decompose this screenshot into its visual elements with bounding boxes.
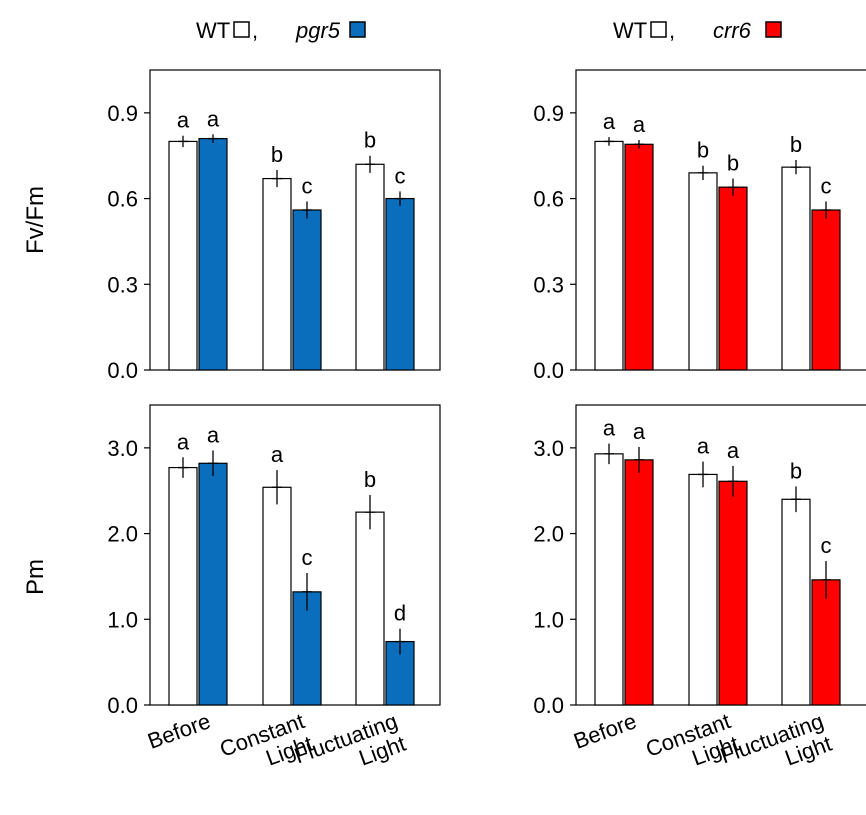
significance-letter: a	[271, 442, 284, 467]
bar-WT-1	[688, 172, 718, 371]
bar-crr6-2	[811, 209, 841, 371]
y-tick-label: 0.3	[107, 272, 138, 297]
significance-letter: b	[697, 138, 709, 163]
y-tick-label: 2.0	[107, 522, 138, 547]
bar-crr6-1	[718, 186, 748, 371]
significance-letter: a	[633, 112, 646, 137]
legend-left-wt-label: WT	[196, 18, 230, 43]
legend-right-mutant-label: crr6	[713, 18, 752, 43]
significance-letter: b	[727, 151, 739, 176]
significance-letter: a	[727, 438, 740, 463]
significance-letter: b	[790, 458, 802, 483]
bar-WT-0	[168, 140, 198, 371]
y-tick-label: 1.0	[107, 607, 138, 632]
bar-WT-2	[355, 163, 385, 371]
significance-letter: b	[790, 132, 802, 157]
bar-pgr5-2	[385, 640, 415, 706]
bar-WT-2	[781, 166, 811, 371]
bar-pgr5-2	[385, 197, 415, 371]
significance-letter: b	[364, 467, 376, 492]
bar-WT-2	[355, 511, 385, 706]
legend-left-separator: ,	[252, 18, 258, 43]
significance-letter: c	[821, 533, 832, 558]
y-tick-label: 0.0	[107, 693, 138, 718]
significance-letter: c	[821, 173, 832, 198]
x-tick-label-line: Before	[144, 708, 213, 754]
bar-WT-2	[781, 498, 811, 706]
bar-pgr5-0	[198, 137, 228, 371]
legend-left-wt-swatch	[233, 21, 250, 38]
legend-right-separator: ,	[669, 18, 675, 43]
significance-letter: b	[271, 142, 283, 167]
bar-crr6-0	[624, 143, 654, 371]
significance-letter: c	[395, 163, 406, 188]
y-tick-label: 3.0	[107, 436, 138, 461]
y-tick-label: 0.0	[533, 358, 564, 383]
chart-panel-top-left: 0.0 0.3 0.6 0.9 a b b a c c	[107, 69, 441, 383]
bar-WT-0	[168, 466, 198, 706]
significance-letter: a	[697, 434, 710, 459]
bar-pgr5-0	[198, 462, 228, 706]
significance-letter: b	[364, 128, 376, 153]
legend-right-wt-swatch	[650, 21, 667, 38]
bar-pgr5-1	[292, 209, 322, 371]
significance-letter: a	[633, 419, 646, 444]
significance-letter: c	[302, 545, 313, 570]
legend-right: WT , crr6	[613, 18, 782, 43]
y-tick-label: 2.0	[533, 522, 564, 547]
significance-letter: a	[177, 108, 190, 133]
y-tick-label: 0.0	[533, 693, 564, 718]
bar-crr6-0	[624, 459, 654, 706]
y-tick-label: 0.9	[533, 101, 564, 126]
y-tick-label: 0.3	[533, 272, 564, 297]
significance-letter: a	[207, 106, 220, 131]
y-tick-label: 0.6	[107, 187, 138, 212]
legend-left-mutant-swatch	[349, 21, 366, 38]
bar-WT-0	[594, 140, 624, 371]
y-tick-label: 0.0	[107, 358, 138, 383]
significance-letter: a	[603, 109, 616, 134]
x-tick-label-0: Before	[144, 708, 213, 754]
bar-WT-1	[262, 486, 292, 706]
significance-letter: a	[177, 429, 190, 454]
bar-crr6-1	[718, 480, 748, 706]
significance-letter: a	[207, 422, 220, 447]
significance-letter: d	[394, 601, 406, 626]
y-tick-label: 0.9	[107, 101, 138, 126]
x-tick-label-0: Before	[570, 708, 639, 754]
significance-letter: a	[603, 416, 616, 441]
legend-left: WT , pgr5	[196, 18, 366, 43]
y-tick-label: 0.6	[533, 187, 564, 212]
y-tick-label: 3.0	[533, 436, 564, 461]
bar-WT-1	[688, 473, 718, 706]
significance-letter: c	[302, 173, 313, 198]
bar-WT-1	[262, 177, 292, 371]
bar-WT-0	[594, 453, 624, 706]
y-axis-title-top: Fv/Fm	[22, 186, 49, 254]
bar-crr6-2	[811, 579, 841, 706]
y-axis-title-bottom: Pm	[22, 559, 49, 595]
legend-right-mutant-swatch	[765, 21, 782, 38]
legend-left-mutant-label: pgr5	[295, 18, 341, 43]
legend-right-wt-label: WT	[613, 18, 647, 43]
y-tick-label: 1.0	[533, 607, 564, 632]
x-tick-label-line: Before	[570, 708, 639, 754]
